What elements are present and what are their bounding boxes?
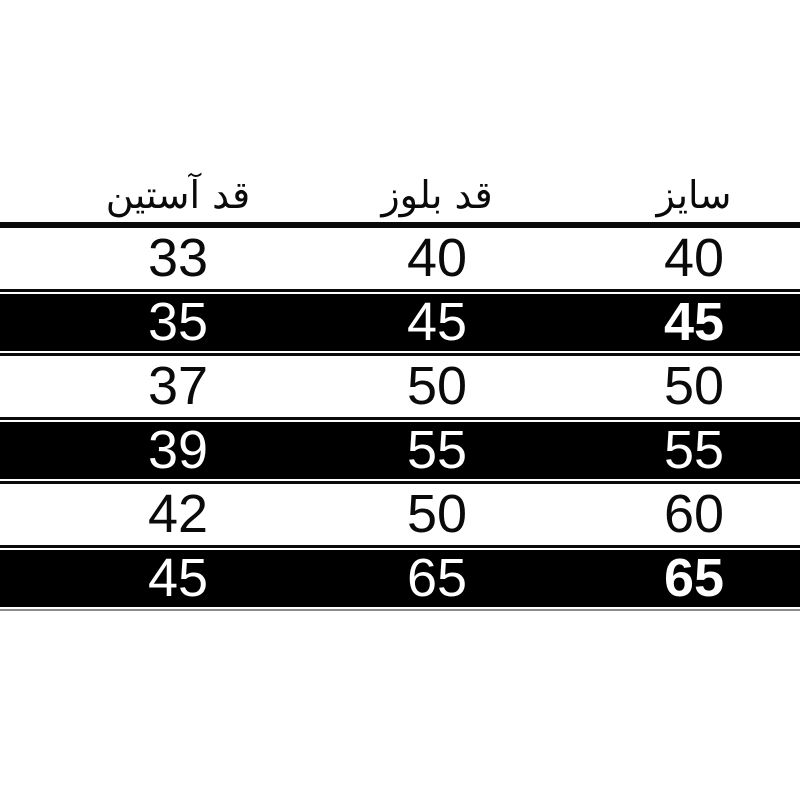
blouse-length-cell: 45	[406, 292, 468, 352]
table-row: 60 50 42	[0, 481, 800, 545]
blouse-length-cell: 50	[406, 484, 468, 544]
table-header-row: سایز قد بلوز قد آستین	[0, 155, 800, 222]
size-cell: 50	[663, 356, 725, 416]
table-row: 65 65 45	[0, 545, 800, 609]
sleeve-length-cell: 33	[147, 228, 209, 288]
size-chart-table: سایز قد بلوز قد آستین 40 40 33 45 45 35 …	[0, 155, 800, 611]
sleeve-length-cell: 39	[147, 420, 209, 480]
table-row: 50 50 37	[0, 353, 800, 417]
blouse-length-cell: 65	[406, 548, 468, 608]
size-cell: 55	[663, 420, 725, 480]
header-divider-line	[0, 222, 800, 228]
table-body: 40 40 33 45 45 35 50 50 37 55 55 39 60	[0, 228, 800, 611]
table-row: 40 40 33	[0, 228, 800, 289]
sleeve-length-cell: 35	[147, 292, 209, 352]
blouse-length-cell: 55	[406, 420, 468, 480]
sleeve-length-cell: 42	[147, 484, 209, 544]
table-row: 45 45 35	[0, 289, 800, 353]
size-cell: 45	[663, 292, 725, 352]
column-header-blouse-length: قد بلوز	[381, 173, 493, 218]
sleeve-length-cell: 37	[147, 356, 209, 416]
column-header-size: سایز	[656, 173, 732, 218]
sleeve-length-cell: 45	[147, 548, 209, 608]
blouse-length-cell: 40	[406, 228, 468, 288]
blouse-length-cell: 50	[406, 356, 468, 416]
size-cell: 60	[663, 484, 725, 544]
size-cell: 65	[663, 548, 725, 608]
table-row: 55 55 39	[0, 417, 800, 481]
size-cell: 40	[663, 228, 725, 288]
column-header-sleeve-length: قد آستین	[105, 173, 251, 218]
